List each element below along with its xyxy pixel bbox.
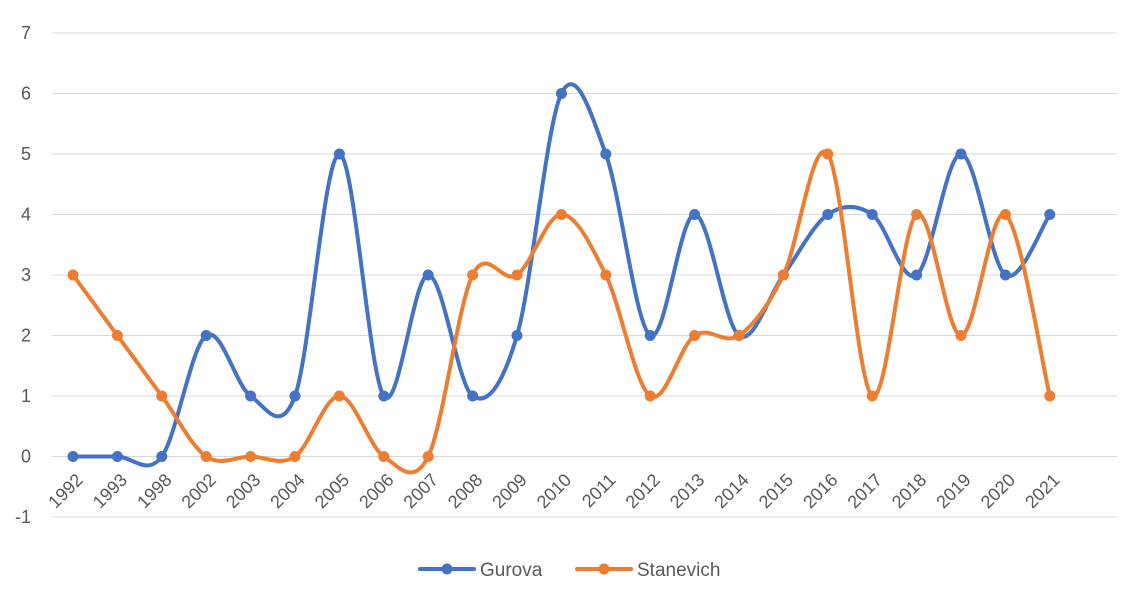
data-point-gurova-2018	[911, 269, 923, 281]
x-tick-label: 1993	[89, 470, 131, 512]
data-point-gurova-1993	[111, 451, 123, 462]
x-tick-label: 2004	[266, 470, 308, 512]
data-point-stanevich-1992	[67, 269, 79, 281]
data-point-stanevich-2005	[333, 390, 345, 402]
legend-label: Gurova	[480, 560, 543, 581]
data-point-gurova-2016	[822, 209, 834, 220]
data-point-stanevich-2020	[999, 209, 1011, 220]
series-line-gurova	[71, 82, 1052, 468]
data-point-stanevich-2007	[422, 451, 434, 462]
data-point-stanevich-2016	[822, 148, 834, 160]
data-point-gurova-2011	[600, 148, 612, 160]
x-tick-label: 2002	[178, 470, 220, 512]
x-tick-label: 2009	[488, 470, 530, 512]
x-tick-label: 2018	[888, 470, 930, 512]
y-tick-label: 6	[21, 84, 31, 104]
x-tick-label: 1992	[44, 470, 86, 512]
y-axis-ticks: -1 0 1 2 3 4 5 6 7	[15, 23, 31, 527]
data-point-gurova-2010	[555, 88, 567, 99]
x-tick-label: 2019	[932, 470, 974, 512]
data-point-gurova-2013	[689, 209, 701, 220]
y-tick-label: 2	[21, 326, 31, 346]
data-point-gurova-2003	[245, 390, 257, 402]
series-line-stanevich	[71, 149, 1052, 475]
data-point-gurova-2008	[467, 390, 479, 402]
y-tick-label: 3	[21, 265, 31, 285]
data-point-stanevich-2013	[689, 330, 701, 341]
data-point-stanevich-1993	[111, 330, 123, 341]
x-tick-label: 2013	[666, 470, 708, 512]
y-tick-label: 5	[21, 144, 31, 164]
data-point-stanevich-2021	[1044, 390, 1056, 402]
legend-item-gurova: Gurova	[418, 560, 543, 581]
data-point-stanevich-2017	[866, 390, 878, 402]
x-tick-label: 2021	[1021, 470, 1063, 512]
data-point-stanevich-2003	[245, 451, 257, 462]
data-point-gurova-1998	[156, 451, 168, 462]
x-tick-label: 2017	[844, 470, 886, 512]
y-tick-label: 0	[21, 447, 31, 467]
data-point-stanevich-2006	[378, 451, 390, 462]
x-tick-label: 2012	[622, 470, 664, 512]
legend: Gurova Stanevich	[418, 560, 720, 581]
x-tick-label: 1998	[133, 470, 175, 512]
x-tick-label: 2007	[400, 470, 442, 512]
x-tick-label: 2014	[710, 470, 752, 512]
data-point-stanevich-1998	[156, 390, 168, 402]
series-lines	[67, 82, 1056, 475]
x-tick-label: 2011	[578, 470, 620, 512]
y-tick-label: 4	[21, 205, 31, 225]
data-point-gurova-2004	[289, 390, 301, 402]
data-point-stanevich-2004	[289, 451, 301, 462]
data-point-gurova-2012	[644, 330, 656, 341]
legend-item-stanevich: Stanevich	[575, 560, 720, 581]
legend-swatch-marker	[598, 563, 610, 575]
data-point-gurova-1992	[67, 451, 79, 462]
data-point-stanevich-2002	[200, 451, 212, 462]
data-point-gurova-2019	[955, 148, 967, 160]
x-tick-label: 2016	[799, 470, 841, 512]
data-point-stanevich-2008	[467, 269, 479, 281]
data-point-gurova-2005	[333, 148, 345, 160]
data-point-gurova-2020	[999, 269, 1011, 281]
data-point-gurova-2006	[378, 390, 390, 402]
series-stanevich	[67, 148, 1056, 475]
x-tick-label: 2015	[755, 470, 797, 512]
x-axis-ticks: 1992 1993 1998 2002 2003 2004 2005 2006 2007 2008…	[44, 470, 1063, 512]
gridlines	[52, 32, 1117, 518]
data-point-gurova-2017	[866, 209, 878, 220]
data-point-stanevich-2010	[555, 209, 567, 220]
data-point-gurova-2009	[511, 330, 523, 341]
data-point-gurova-2002	[200, 330, 212, 341]
data-point-stanevich-2011	[600, 269, 612, 281]
y-tick-label: -1	[15, 507, 31, 527]
data-point-stanevich-2012	[644, 390, 656, 402]
y-tick-label: 1	[21, 386, 31, 406]
x-tick-label: 2005	[311, 470, 353, 512]
data-point-stanevich-2009	[511, 269, 523, 281]
data-point-stanevich-2019	[955, 330, 967, 341]
legend-label: Stanevich	[637, 560, 720, 581]
x-tick-label: 2006	[355, 470, 397, 512]
data-point-gurova-2007	[422, 269, 434, 281]
legend-swatch-marker	[441, 563, 453, 575]
x-tick-label: 2010	[533, 470, 575, 512]
x-tick-label: 2008	[444, 470, 486, 512]
data-point-gurova-2021	[1044, 209, 1056, 220]
data-point-stanevich-2015	[777, 269, 789, 281]
data-point-stanevich-2018	[911, 209, 923, 220]
x-tick-label: 2003	[222, 470, 264, 512]
y-tick-label: 7	[21, 23, 31, 43]
x-tick-label: 2020	[977, 470, 1019, 512]
data-point-stanevich-2014	[733, 330, 745, 341]
